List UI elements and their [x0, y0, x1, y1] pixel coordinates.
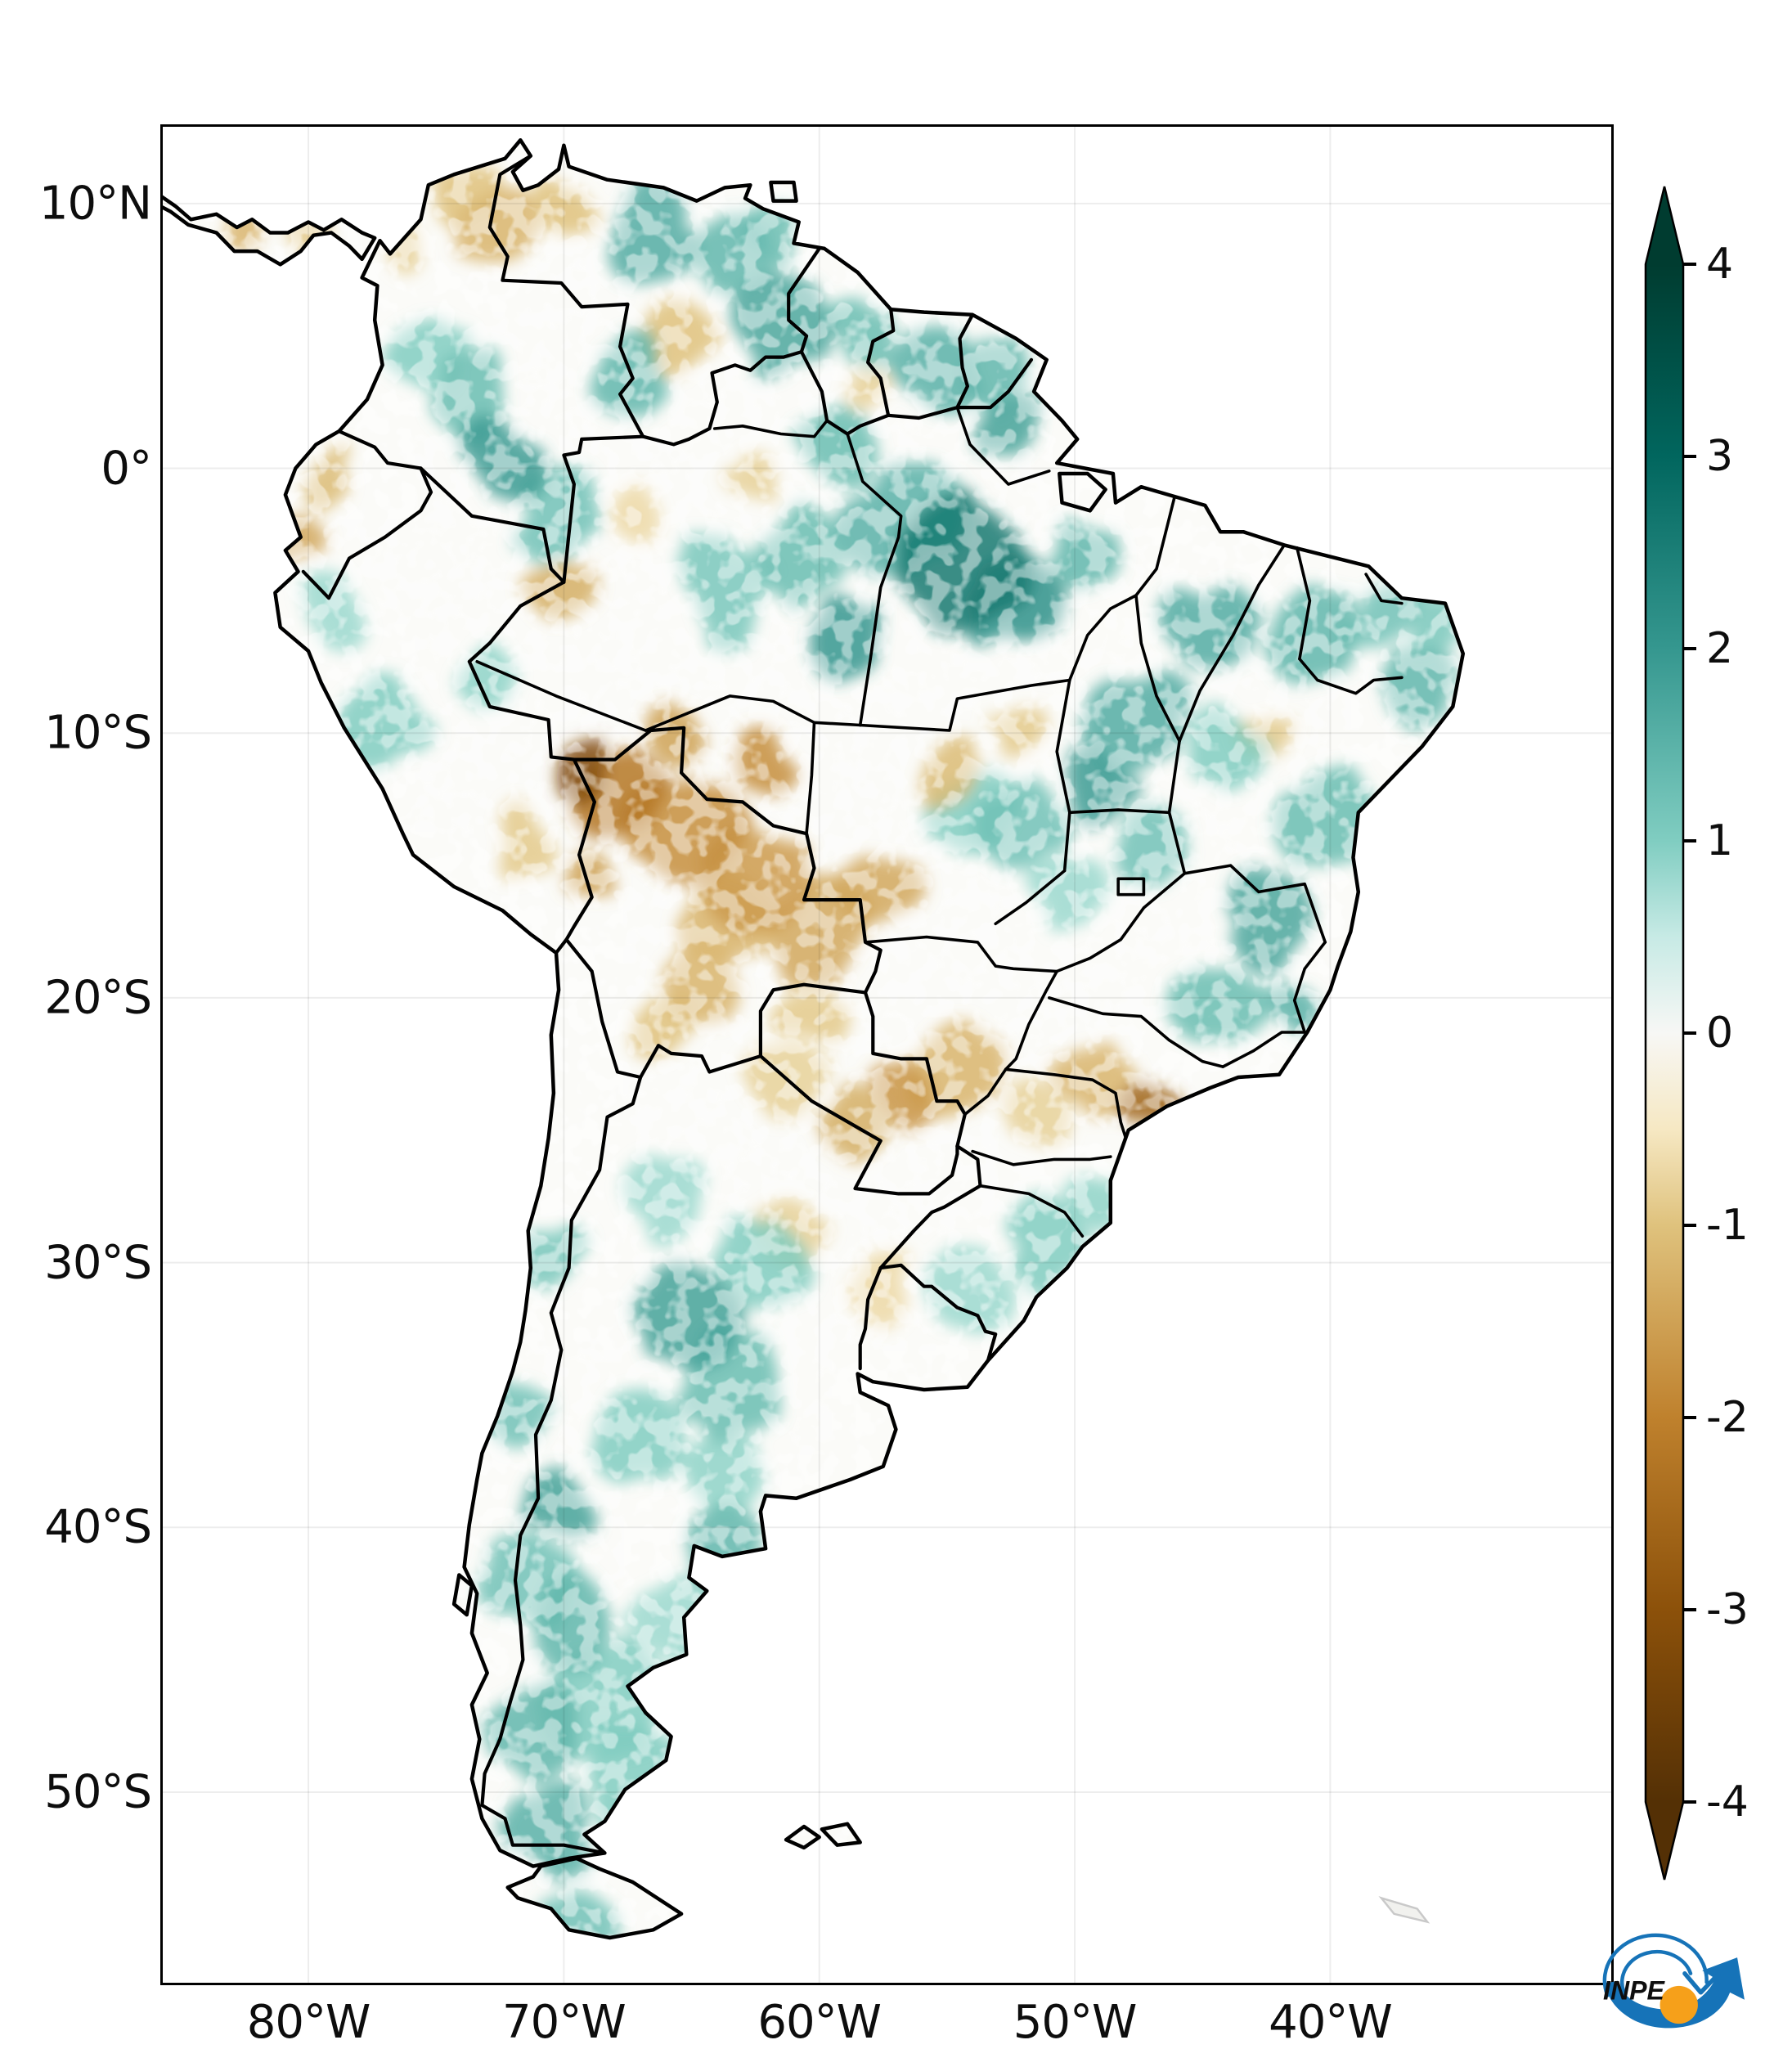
lon-tick-label: 50°W: [1013, 1996, 1138, 2049]
lon-tick-label: 70°W: [502, 1996, 627, 2049]
logo-text: INPE: [1603, 1976, 1665, 2006]
colorbar-tick-label: 1: [1706, 816, 1734, 865]
colorbar-tick-label: 3: [1706, 432, 1734, 481]
lon-tick-label: 80°W: [246, 1996, 371, 2049]
inpe-logo: INPE: [1590, 1902, 1758, 2041]
map-plot-area: INPE: [160, 124, 1745, 2029]
logo-spiral-inner-icon: [1620, 1949, 1693, 1993]
colorbar-tick-label: 4: [1706, 240, 1734, 289]
lat-tick-label: 20°S: [44, 971, 152, 1025]
colorbar: 4 3 2 1 0 -1 -2 -3 -4: [1636, 168, 1792, 1934]
south-america-map: [163, 127, 1611, 1983]
colorbar-tick-label: 2: [1706, 624, 1734, 673]
colorbar-tick-label: -1: [1706, 1201, 1749, 1250]
lat-tick-label: 50°S: [44, 1765, 152, 1819]
colorbar-tick-label: 0: [1706, 1009, 1734, 1058]
lat-tick-label: 10°S: [44, 706, 152, 760]
colorbar-tick-label: -2: [1706, 1393, 1749, 1442]
inpe-logo-graphic: INPE: [1602, 1933, 1745, 2029]
lat-tick-label: 0°: [101, 442, 152, 496]
lat-tick-label: 30°S: [44, 1236, 152, 1290]
logo-swoosh-arrow-icon: [1604, 1957, 1745, 2029]
colorbar-tick-label: -3: [1706, 1585, 1749, 1634]
logo-spiral-arrowhead-icon: [1682, 1970, 1721, 1995]
logo-orange-ball-icon: [1660, 1985, 1698, 2024]
lat-tick-label: 10°N: [38, 177, 152, 231]
colorbar-gradient: [1644, 186, 1696, 1880]
lat-tick-label: 40°S: [44, 1500, 152, 1554]
colorbar-tick-label: -4: [1706, 1777, 1749, 1827]
lon-tick-label: 40°W: [1269, 1996, 1393, 2049]
logo-spiral-outer-icon: [1602, 1933, 1709, 1997]
lon-tick-label: 60°W: [757, 1996, 882, 2049]
